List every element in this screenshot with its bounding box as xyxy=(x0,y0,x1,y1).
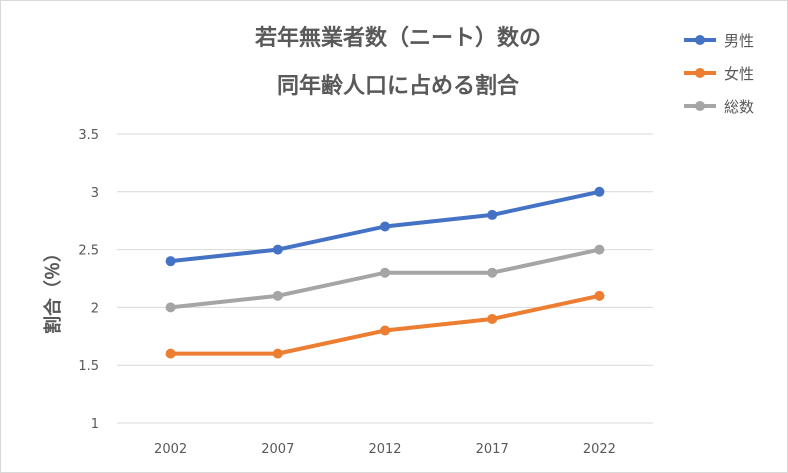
y-tick-label-2: 2 xyxy=(91,301,99,316)
series-2-point-2002 xyxy=(165,302,176,313)
legend-marker-1 xyxy=(695,68,705,78)
y-axis-ticks: 1 1.5 2 2.5 3 3.5 xyxy=(78,128,99,432)
x-tick-label-2022: 2022 xyxy=(583,442,616,457)
series-line-1 xyxy=(170,293,600,356)
x-tick-label-2017: 2017 xyxy=(476,442,509,457)
legend-label-2: 総数 xyxy=(724,98,754,116)
series-2-point-2022 xyxy=(594,244,605,255)
series-1-point-2022 xyxy=(594,290,605,301)
series-0-point-2017 xyxy=(487,209,498,220)
y-tick-label-3: 2.5 xyxy=(78,244,99,259)
series-0-point-2007 xyxy=(272,244,283,255)
series-0-point-2022 xyxy=(594,186,605,197)
y-tick-label-5: 3.5 xyxy=(78,128,99,143)
chart-title-line-1: 若年無業者数（ニート）数の xyxy=(255,25,541,51)
legend-marker-2 xyxy=(695,101,705,111)
y-tick-label-0: 1 xyxy=(91,417,99,432)
x-tick-label-2002: 2002 xyxy=(154,442,187,457)
series-2-point-2007 xyxy=(272,290,283,301)
series-1-point-2007 xyxy=(272,348,283,359)
series-0-point-2002 xyxy=(165,256,176,267)
x-tick-label-2012: 2012 xyxy=(368,442,401,457)
gridlines xyxy=(117,133,653,424)
series-line-2 xyxy=(170,247,600,310)
series-1-point-2002 xyxy=(165,348,176,359)
x-tick-label-2007: 2007 xyxy=(261,442,294,457)
series-lines xyxy=(165,186,605,359)
series-1-point-2017 xyxy=(487,313,498,324)
series-2-point-2012 xyxy=(380,267,390,278)
series-2-point-2017 xyxy=(487,267,498,278)
legend-label-1: 女性 xyxy=(724,65,754,83)
y-tick-label-4: 3 xyxy=(91,186,99,201)
legend-label-0: 男性 xyxy=(724,32,754,50)
series-1-point-2012 xyxy=(380,325,390,336)
y-axis-label: 割合（％） xyxy=(42,244,64,334)
series-0-point-2012 xyxy=(380,221,390,232)
y-tick-label-1: 1.5 xyxy=(78,359,99,374)
x-axis-ticks: 2002 2007 2012 2017 2022 xyxy=(154,442,616,457)
legend-marker-0 xyxy=(695,35,705,45)
chart-title-line-2: 同年齢人口に占める割合 xyxy=(277,73,520,99)
